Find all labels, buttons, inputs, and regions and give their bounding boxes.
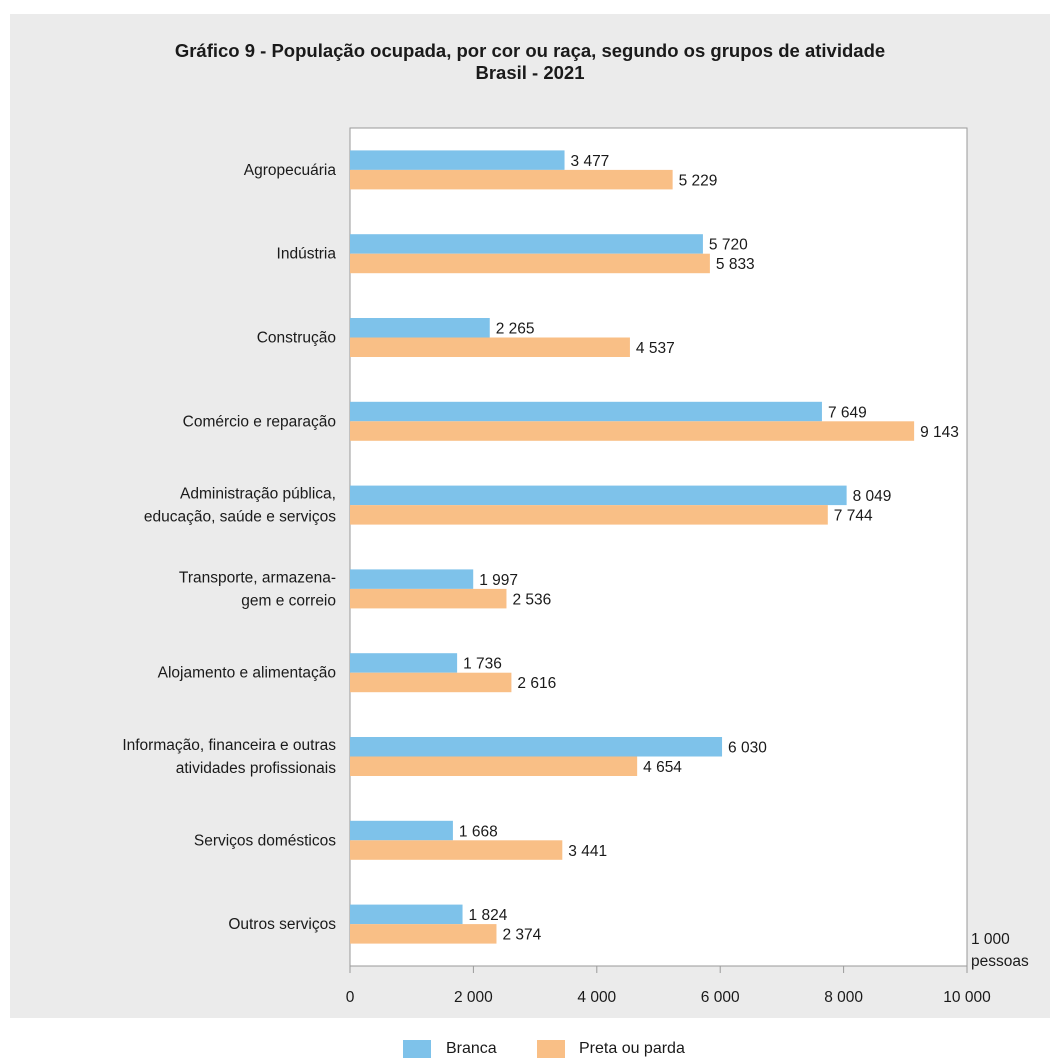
chart-title: Gráfico 9 - População ocupada, por cor o… — [174, 40, 886, 61]
data-label-preta-ou-parda-informacao-financeira-e-outras-atividades-profissionais: 4 654 — [643, 759, 682, 776]
data-label-branca-industria: 5 720 — [709, 237, 748, 254]
data-label-preta-ou-parda-industria: 5 833 — [716, 256, 755, 273]
bar-preta-ou-parda-servicos-domesticos — [350, 840, 563, 860]
data-label-branca-transporte-armazena-gem-e-correio: 1 997 — [479, 572, 518, 589]
data-label-branca-construcao: 2 265 — [496, 321, 535, 338]
bar-preta-ou-parda-industria — [350, 253, 710, 274]
data-label-branca-alojamento-e-alimentacao: 1 736 — [463, 656, 502, 673]
bar-branca-industria — [350, 234, 703, 254]
bar-branca-construcao — [350, 318, 490, 338]
legend-label-preta-ou-parda: Preta ou parda — [579, 1040, 685, 1057]
category-label-administracao-publica-educacao-saude-e-servicos-line-2: educação, saúde e serviços — [144, 509, 336, 526]
unit-label-line-1: 1 000 — [971, 931, 1010, 948]
x-tick-label-10000: 10 000 — [943, 989, 991, 1006]
bar-preta-ou-parda-transporte-armazena-gem-e-correio — [350, 588, 507, 609]
bar-chart: 3 477 5 229 Agropecuária 5 720 5 833 Indústri… — [122, 127, 1029, 1006]
category-label-alojamento-e-alimentacao: Alojamento e alimentação — [158, 665, 336, 682]
bar-branca-transporte-armazena-gem-e-correio — [350, 569, 474, 589]
unit-label-line-2: pessoas — [971, 953, 1029, 970]
category-label-outros-servicos: Outros serviços — [228, 916, 336, 933]
bar-branca-informacao-financeira-e-outras-atividades-profissionais — [350, 737, 723, 757]
data-label-branca-outros-servicos: 1 824 — [469, 907, 508, 924]
bar-branca-agropecuaria — [350, 150, 565, 170]
data-label-branca-informacao-financeira-e-outras-atividades-profissionais: 6 030 — [728, 740, 767, 757]
bar-branca-outros-servicos — [350, 904, 463, 925]
data-label-preta-ou-parda-agropecuaria: 5 229 — [679, 172, 718, 189]
bar-branca-servicos-domesticos — [350, 820, 453, 841]
category-label-transporte-armazena-gem-e-correio-line-2: gem e correio — [241, 592, 336, 609]
x-tick-label-4000: 4 000 — [577, 989, 616, 1006]
bar-preta-ou-parda-alojamento-e-alimentacao — [350, 672, 512, 693]
data-label-branca-administracao-publica-educacao-saude-e-servicos: 8 049 — [853, 488, 892, 505]
data-label-branca-agropecuaria: 3 477 — [571, 153, 610, 170]
data-label-preta-ou-parda-transporte-armazena-gem-e-correio: 2 536 — [512, 591, 551, 608]
chart-legend: Branca Preta ou parda — [0, 1036, 1053, 1060]
bar-branca-alojamento-e-alimentacao — [350, 653, 458, 673]
category-label-agropecuaria: Agropecuária — [244, 162, 337, 179]
bar-branca-comercio-e-reparacao — [350, 401, 822, 422]
bar-preta-ou-parda-administracao-publica-educacao-saude-e-servicos — [350, 505, 828, 525]
category-label-informacao-financeira-e-outras-atividades-profissionais-line-1: Informação, financeira e outras — [122, 737, 336, 754]
category-label-servicos-domesticos: Serviços domésticos — [194, 832, 336, 849]
chart-subtitle: Brasil - 2021 — [475, 62, 585, 83]
bar-preta-ou-parda-construcao — [350, 337, 630, 357]
data-label-preta-ou-parda-administracao-publica-educacao-saude-e-servicos: 7 744 — [834, 508, 873, 525]
data-label-preta-ou-parda-comercio-e-reparacao: 9 143 — [920, 424, 959, 441]
data-label-branca-servicos-domesticos: 1 668 — [459, 823, 498, 840]
x-tick-label-0: 0 — [346, 989, 355, 1006]
bar-branca-administracao-publica-educacao-saude-e-servicos — [350, 485, 847, 506]
category-label-transporte-armazena-gem-e-correio-line-1: Transporte, armazena- — [179, 569, 336, 586]
legend-swatch-preta-ou-parda — [537, 1040, 565, 1058]
data-label-preta-ou-parda-outros-servicos: 2 374 — [502, 927, 541, 944]
data-label-preta-ou-parda-construcao: 4 537 — [636, 340, 675, 357]
bar-preta-ou-parda-agropecuaria — [350, 169, 673, 190]
x-tick-label-2000: 2 000 — [454, 989, 493, 1006]
chart-title-block: Gráfico 9 - População ocupada, por cor o… — [10, 40, 1050, 84]
category-label-comercio-e-reparacao: Comércio e reparação — [183, 413, 336, 430]
x-tick-label-8000: 8 000 — [824, 989, 863, 1006]
x-tick-label-6000: 6 000 — [701, 989, 740, 1006]
category-label-construcao: Construção — [257, 330, 336, 347]
category-label-informacao-financeira-e-outras-atividades-profissionais-line-2: atividades profissionais — [176, 760, 337, 777]
legend-swatch-branca — [403, 1040, 431, 1058]
data-label-preta-ou-parda-alojamento-e-alimentacao: 2 616 — [517, 675, 556, 692]
bar-preta-ou-parda-comercio-e-reparacao — [350, 421, 915, 441]
category-label-industria: Indústria — [277, 246, 337, 263]
data-label-branca-comercio-e-reparacao: 7 649 — [828, 404, 867, 421]
legend-label-branca: Branca — [446, 1040, 497, 1057]
bar-preta-ou-parda-informacao-financeira-e-outras-atividades-profissionais — [350, 756, 638, 776]
data-label-preta-ou-parda-servicos-domesticos: 3 441 — [568, 843, 607, 860]
bar-preta-ou-parda-outros-servicos — [350, 924, 497, 944]
category-label-administracao-publica-educacao-saude-e-servicos-line-1: Administração pública, — [180, 486, 336, 503]
